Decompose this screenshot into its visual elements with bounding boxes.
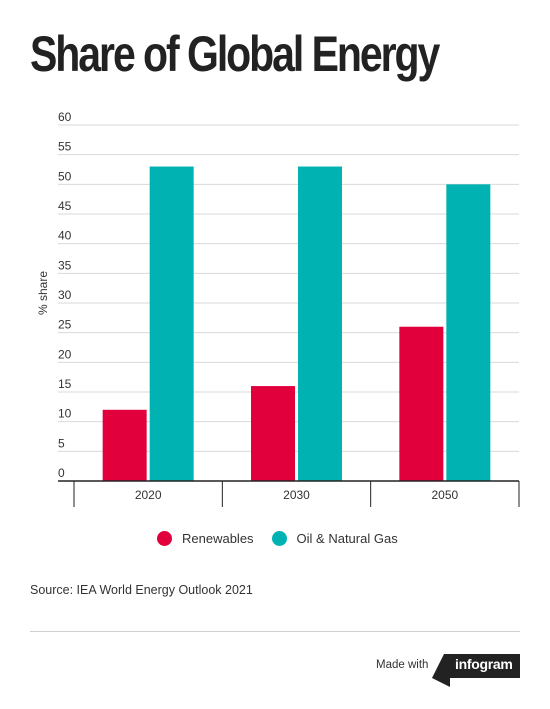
chart-title: Share of Global Energy (30, 26, 440, 82)
source-note: Source: IEA World Energy Outlook 2021 (30, 583, 253, 597)
y-tick-label: 30 (58, 288, 72, 302)
bar-chart: 0 5 10 15 20 25 30 35 40 45 50 55 60 % share 2020 2030 2… (36, 110, 520, 507)
infogram-brand: infogram (455, 656, 513, 672)
bar-oil-gas-2020 (149, 166, 194, 482)
y-tick-label: 35 (58, 258, 72, 272)
y-axis-label: % share (36, 271, 50, 315)
y-tick-label: 55 (58, 140, 72, 154)
legend: Renewables Oil & Natural Gas (157, 531, 416, 546)
legend-label-oil-gas: Oil & Natural Gas (296, 531, 398, 546)
x-tick-label: 2050 (431, 488, 458, 502)
y-tick-label: 10 (58, 407, 72, 421)
y-tick-label: 50 (58, 169, 72, 183)
y-tick-label: 0 (58, 466, 65, 480)
y-tick-label: 20 (58, 347, 72, 361)
legend-swatch-oil-gas (271, 531, 287, 546)
legend-item-oil-gas[interactable]: Oil & Natural Gas (271, 531, 398, 546)
legend-label-renewables: Renewables (182, 531, 254, 546)
legend-item-renewables[interactable]: Renewables (157, 531, 254, 546)
bar-oil-gas-2030 (298, 166, 342, 482)
y-tick-label: 15 (58, 377, 72, 391)
y-tick-label: 25 (58, 318, 72, 332)
bar-renewables-2020 (102, 409, 147, 481)
bar-oil-gas-2050 (446, 184, 491, 482)
y-tick-label: 40 (58, 229, 72, 243)
infogram-logo-icon[interactable] (432, 654, 520, 688)
footer-divider (30, 631, 520, 632)
bar-renewables-2050 (399, 326, 444, 481)
legend-swatch-renewables (157, 531, 172, 546)
made-with-label: Made with (376, 659, 429, 671)
y-tick-label: 60 (58, 110, 72, 124)
bar-renewables-2030 (251, 386, 295, 481)
y-tick-label: 5 (58, 436, 65, 450)
x-tick-label: 2020 (135, 488, 162, 502)
y-tick-label: 45 (58, 199, 72, 213)
x-tick-label: 2030 (283, 488, 310, 502)
